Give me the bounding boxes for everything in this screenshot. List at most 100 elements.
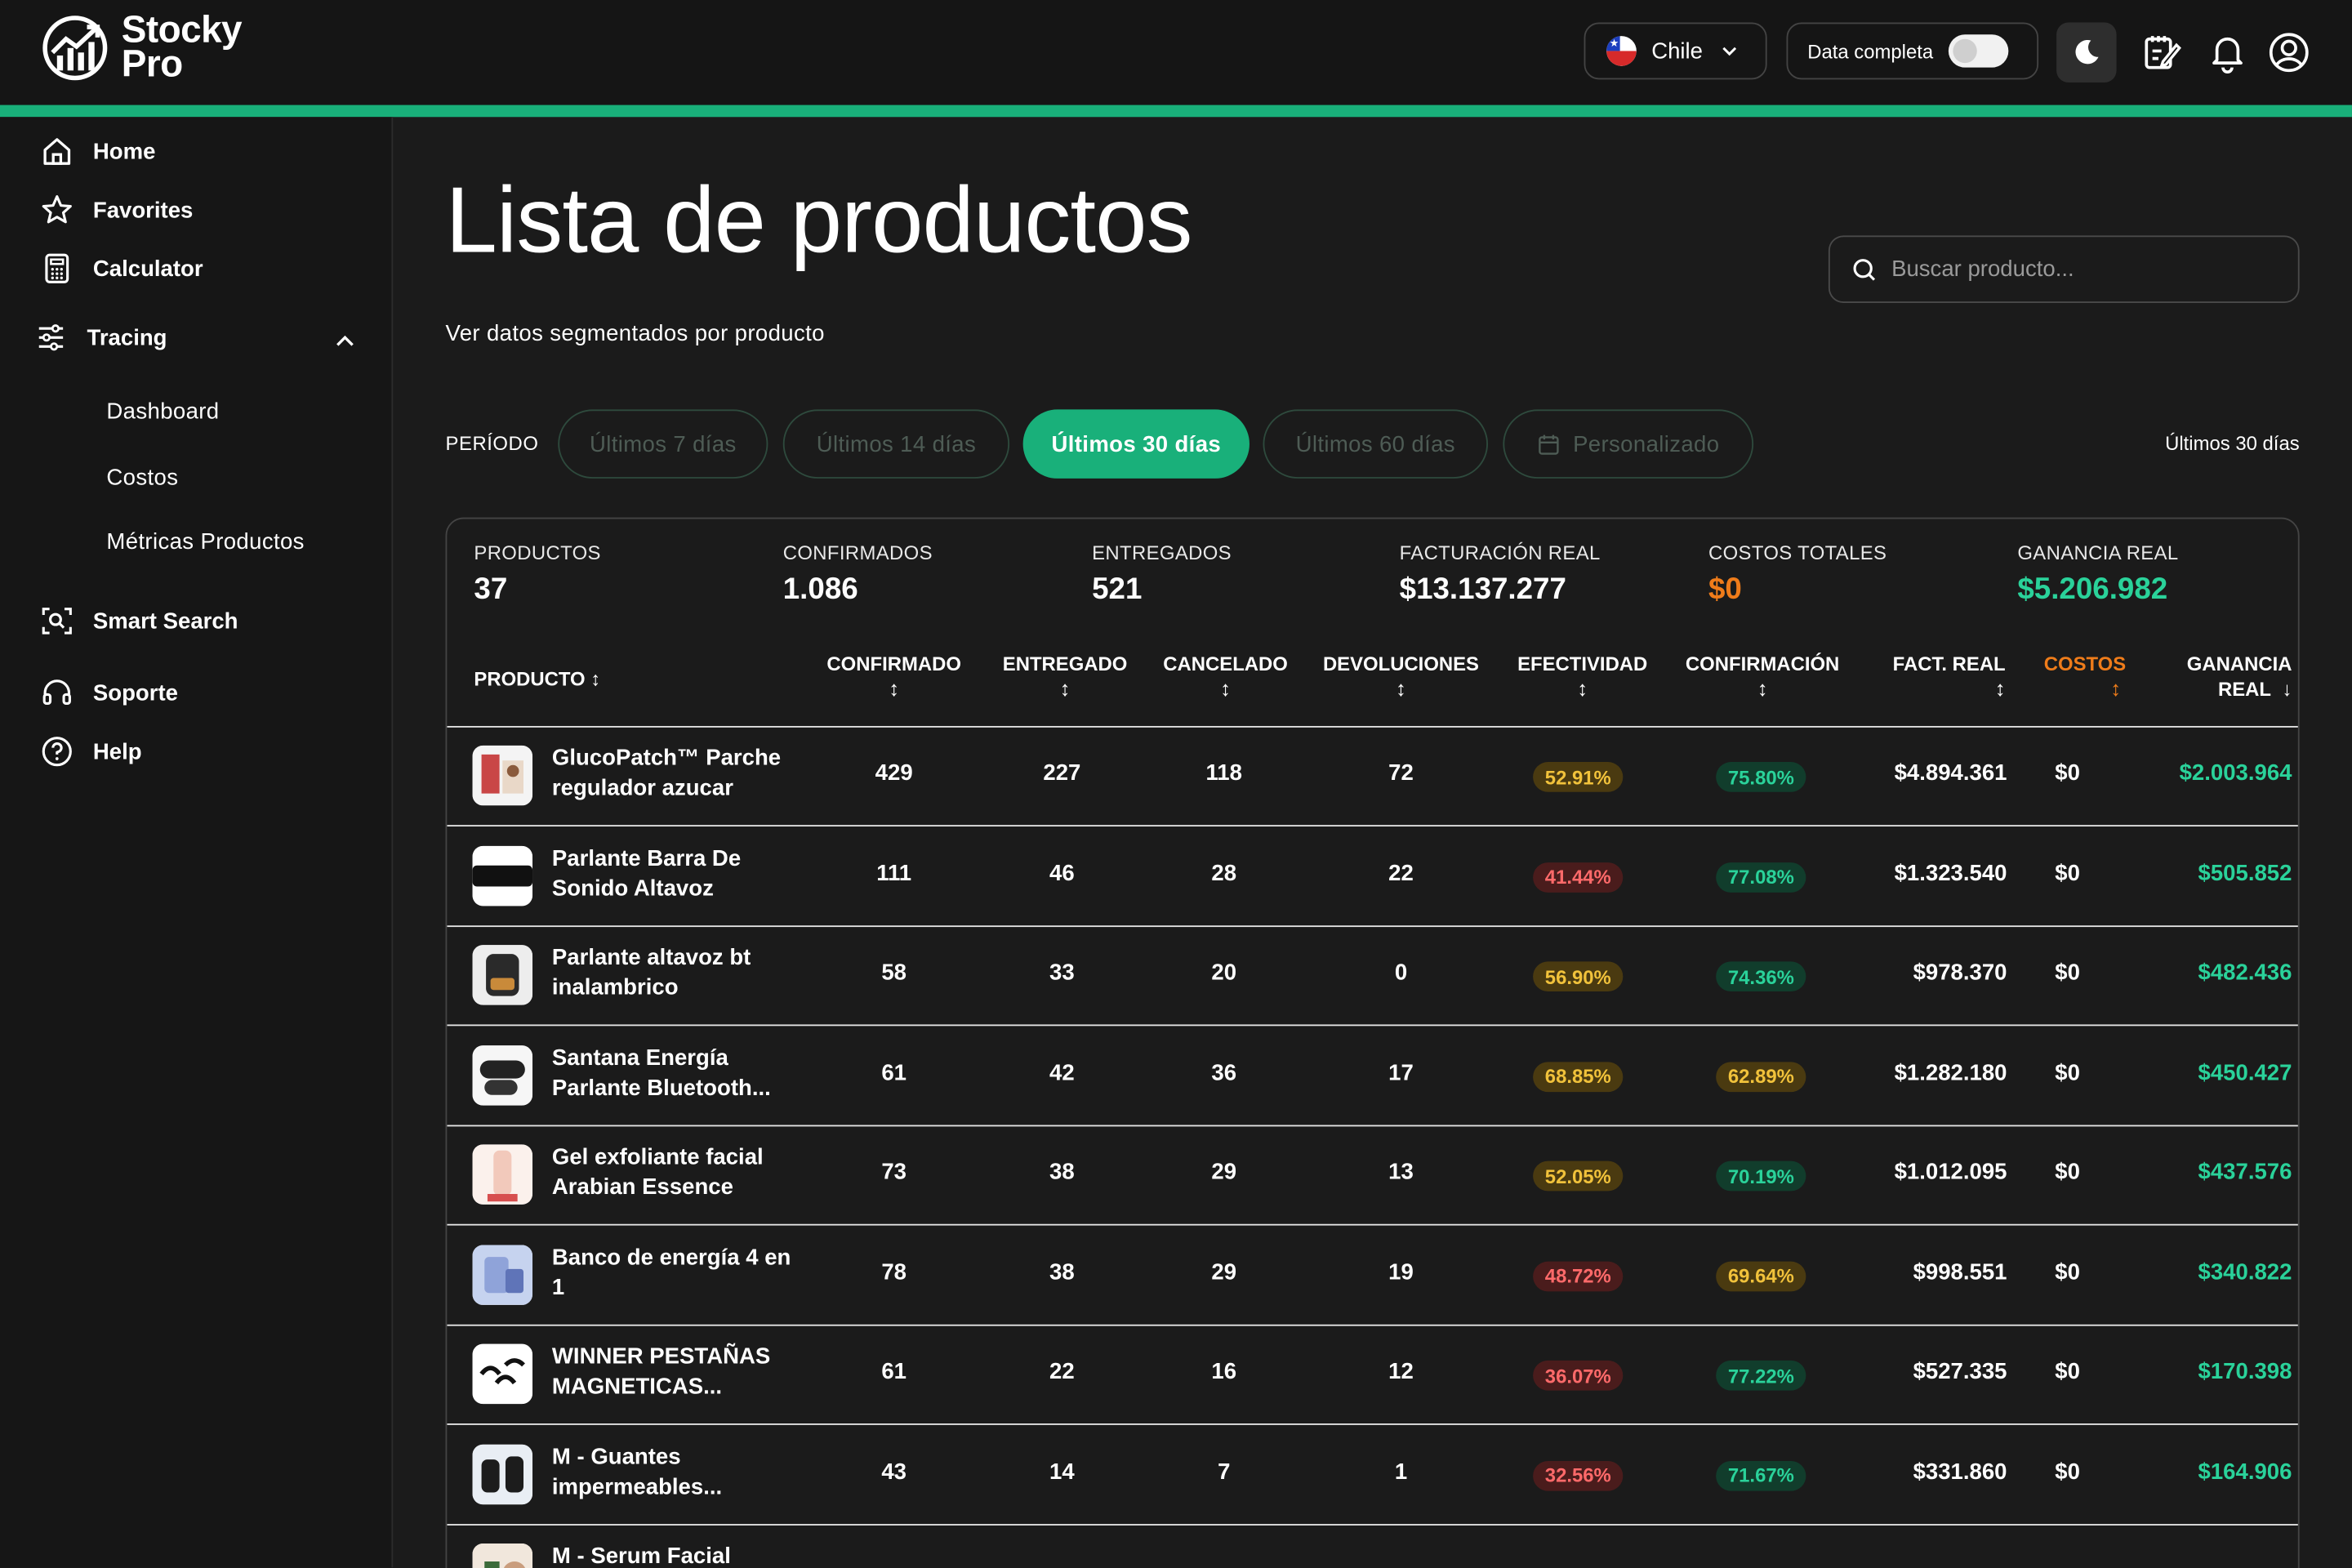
confirmation-badge: 69.64%: [1716, 1260, 1806, 1291]
chevron-up-icon[interactable]: [333, 330, 357, 354]
sidebar-item-smart-search[interactable]: Smart Search: [41, 604, 238, 637]
search-input[interactable]: Buscar producto...: [1828, 235, 2300, 304]
product-name[interactable]: M - Serum Facial: [551, 1543, 731, 1568]
sidebar-item-favorites[interactable]: Favorites: [41, 194, 194, 226]
sidebar-home-label: Home: [92, 138, 156, 165]
sidebar-item-help[interactable]: Help: [41, 735, 142, 768]
period-60-days-button[interactable]: Últimos 60 días: [1263, 409, 1489, 479]
sort-icon: ↕: [1396, 676, 1406, 701]
headset-icon: [42, 679, 71, 705]
moon-icon: [2075, 39, 2099, 65]
period-label: PERÍODO: [445, 431, 539, 455]
period-14-days-button[interactable]: Últimos 14 días: [782, 409, 1010, 479]
table-row[interactable]: M - Guantes impermeables... 43 14 7 1 32…: [447, 1424, 2297, 1523]
header-costos[interactable]: COSTOS ↕: [2040, 651, 2130, 702]
product-name[interactable]: M - Guantes impermeables...: [551, 1443, 723, 1499]
cell-confirmado: 61: [881, 1359, 906, 1385]
header-cancelado[interactable]: CANCELADO ↕: [1160, 651, 1292, 702]
product-thumbnail: [472, 945, 533, 1005]
logo-text: Stocky Pro: [122, 11, 243, 83]
row-divider: [447, 1523, 2298, 1526]
confirmation-badge: 71.67%: [1716, 1460, 1806, 1490]
product-name[interactable]: GlucoPatch™ Parche regulador azucar: [551, 745, 782, 801]
period-custom-label: Personalizado: [1573, 431, 1720, 457]
cell-fact-real: $998.551: [1913, 1258, 2007, 1285]
product-thumbnail: [472, 1343, 533, 1405]
sort-desc-icon: ↓: [2282, 678, 2292, 701]
sidebar-item-calculator[interactable]: Calculator: [41, 252, 203, 285]
sidebar-calculator-label: Calculator: [92, 256, 203, 282]
header-fact-real[interactable]: FACT. REAL ↕: [1879, 651, 2006, 702]
product-name[interactable]: Banco de energía 4 en 1: [551, 1244, 791, 1300]
effectiveness-badge: 48.72%: [1533, 1260, 1624, 1291]
dark-mode-button[interactable]: [2056, 22, 2117, 83]
table-row[interactable]: M - Serum Facial: [447, 1524, 2297, 1568]
cell-entregado: 42: [1049, 1059, 1075, 1085]
cell-ganancia-real: $437.576: [2198, 1159, 2292, 1185]
chart-logo-icon: [42, 16, 108, 81]
table-row[interactable]: Santana Energía Parlante Bluetooth... 61…: [447, 1025, 2297, 1124]
table-row[interactable]: Gel exfoliante facial Arabian Essence 73…: [447, 1125, 2297, 1224]
cell-entregado: 33: [1049, 960, 1075, 986]
notes-edit-icon[interactable]: [2140, 32, 2182, 74]
table-row[interactable]: WINNER PESTAÑAS MAGNETICAS... 61 22 16 1…: [447, 1325, 2297, 1423]
header-label: DEVOLUCIONES: [1322, 652, 1479, 675]
country-select[interactable]: ★ Chile: [1584, 22, 1767, 80]
sort-icon: ↕: [1994, 676, 2006, 701]
search-placeholder: Buscar producto...: [1891, 256, 2074, 283]
cell-ganancia-real: $170.398: [2198, 1359, 2292, 1385]
cell-costos: $0: [2055, 1159, 2080, 1185]
product-name[interactable]: WINNER PESTAÑAS MAGNETICAS...: [551, 1343, 771, 1400]
effectiveness-badge: 52.05%: [1533, 1160, 1624, 1192]
header-devoluciones[interactable]: DEVOLUCIONES ↕: [1320, 651, 1481, 702]
data-complete-label: Data completa: [1807, 39, 1934, 63]
sidebar-item-soporte[interactable]: Soporte: [41, 676, 178, 709]
product-thumbnail: [472, 844, 533, 906]
period-custom-button[interactable]: Personalizado: [1503, 409, 1754, 479]
cell-entregado: 38: [1049, 1258, 1075, 1285]
table-row[interactable]: GlucoPatch™ Parche regulador azucar 429 …: [447, 726, 2297, 825]
cell-costos: $0: [2055, 860, 2080, 886]
row-divider: [447, 1124, 2298, 1126]
sidebar-item-home[interactable]: Home: [41, 135, 156, 167]
stat-label: PRODUCTOS: [474, 541, 601, 564]
product-name[interactable]: Parlante altavoz bt inalambrico: [551, 945, 751, 1001]
header-label: CANCELADO: [1163, 652, 1288, 675]
cell-confirmado: 429: [875, 760, 913, 786]
sidebar-item-metricas-productos[interactable]: Métricas Productos: [106, 529, 305, 555]
header-ganancia-real[interactable]: GANANCIA REAL ↓: [2172, 651, 2292, 702]
header-efectividad[interactable]: EFECTIVIDAD ↕: [1512, 651, 1653, 702]
bell-icon[interactable]: [2207, 32, 2248, 74]
sidebar-item-tracing[interactable]: Tracing: [34, 321, 167, 354]
cell-fact-real: $527.335: [1913, 1359, 2007, 1385]
country-label: Chile: [1651, 38, 1703, 65]
sidebar-item-dashboard[interactable]: Dashboard: [106, 399, 220, 425]
data-complete-control: Data completa: [1786, 22, 2039, 80]
product-name[interactable]: Parlante Barra De Sonido Altavoz: [551, 844, 742, 901]
stat-value: $13.137.277: [1399, 572, 1566, 607]
cell-confirmado: 43: [881, 1459, 906, 1485]
product-name[interactable]: Gel exfoliante facial Arabian Essence: [551, 1144, 764, 1200]
cell-devoluciones: 0: [1394, 960, 1408, 986]
product-name[interactable]: Santana Energía Parlante Bluetooth...: [551, 1045, 771, 1101]
header-confirmado[interactable]: CONFIRMADO ↕: [825, 651, 963, 702]
cell-cancelado: 20: [1211, 960, 1237, 986]
period-7-days-button[interactable]: Últimos 7 días: [558, 409, 768, 479]
star-icon: [42, 195, 72, 224]
header-entregado[interactable]: ENTREGADO ↕: [999, 651, 1131, 702]
period-30-days-button[interactable]: Últimos 30 días: [1022, 409, 1250, 479]
user-profile-icon[interactable]: [2268, 32, 2310, 74]
sidebar-help-label: Help: [92, 738, 142, 764]
sidebar-favorites-label: Favorites: [92, 197, 194, 223]
logo[interactable]: Stocky Pro: [41, 11, 243, 83]
sidebar-item-costos[interactable]: Costos: [106, 465, 179, 491]
table-row[interactable]: Parlante altavoz bt inalambrico 58 33 20…: [447, 925, 2297, 1024]
confirmation-badge: 62.89%: [1716, 1061, 1806, 1092]
header-producto[interactable]: PRODUCTO ↕: [474, 666, 600, 691]
data-complete-toggle[interactable]: [1948, 34, 2009, 68]
cell-costos: $0: [2055, 960, 2080, 986]
table-row[interactable]: Parlante Barra De Sonido Altavoz 111 46 …: [447, 826, 2297, 924]
table-row[interactable]: Banco de energía 4 en 1 78 38 29 19 48.7…: [447, 1225, 2297, 1324]
header-confirmacion[interactable]: CONFIRMACIÓN ↕: [1680, 651, 1845, 702]
cell-fact-real: $4.894.361: [1894, 760, 2007, 786]
